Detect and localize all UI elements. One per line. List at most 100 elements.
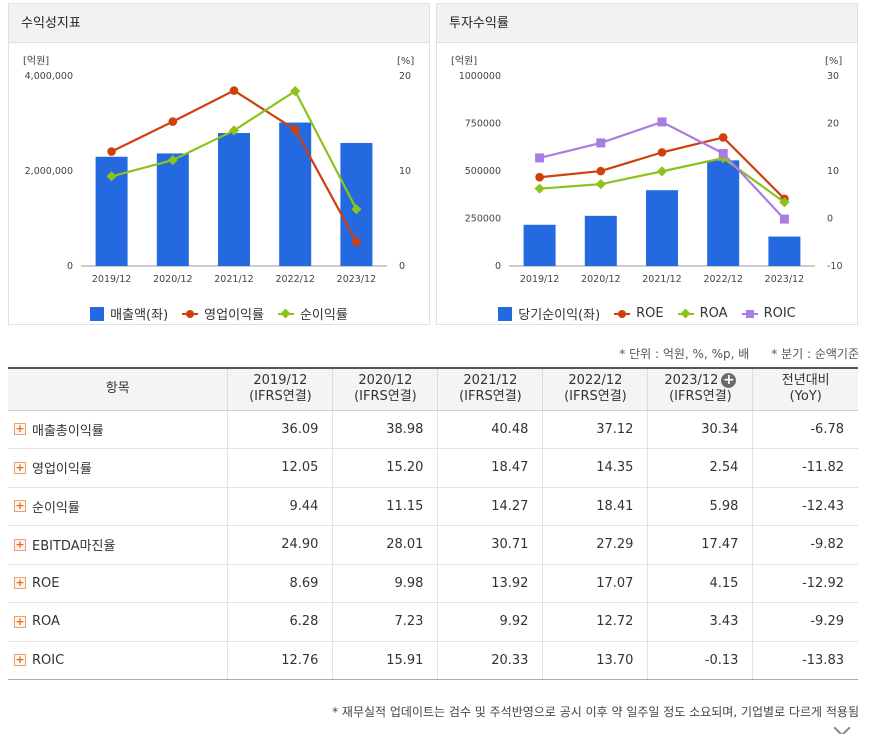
value-cell: 15.20 [332, 448, 438, 488]
value-cell: 8.69 [227, 564, 333, 603]
data-point [596, 166, 606, 176]
row-label: 매출총이익률 [32, 423, 104, 439]
value-cell: 18.41 [542, 487, 648, 526]
data-point [779, 214, 789, 224]
expand-columns-icon[interactable]: + [721, 372, 737, 389]
x-tick-label: 2020/12 [153, 274, 192, 285]
x-tick-label: 2021/12 [214, 274, 253, 285]
right-axis-unit: [%] [397, 56, 414, 67]
value-cell: 12.72 [542, 602, 648, 642]
legend-item-net-margin[interactable]: 순이익률 [277, 304, 348, 323]
data-point [657, 117, 667, 127]
data-point [535, 153, 545, 163]
chevron-down-icon[interactable] [833, 719, 851, 734]
yoy-cell: -9.82 [752, 525, 858, 565]
x-tick-label: 2023/12 [765, 274, 804, 285]
value-cell: 15.91 [332, 641, 438, 680]
data-point [535, 172, 544, 182]
value-cell: 36.09 [227, 410, 333, 449]
table-row: + 매출총이익률 36.09 38.98 40.48 37.12 30.34 -6.78 [8, 410, 858, 449]
x-tick-label: 2022/12 [703, 274, 742, 285]
legend-item-revenue[interactable]: 매출액(좌) [90, 304, 168, 323]
y-left-tick-label: 500000 [465, 166, 501, 177]
table-row: + EBITDA마진율 24.90 28.01 30.71 27.29 17.47 -9.82 [8, 525, 858, 565]
expand-row-icon[interactable]: + [14, 576, 26, 590]
left-axis-unit: [억원] [23, 55, 49, 67]
row-label: 영업이익률 [32, 462, 92, 478]
legend-item-roe[interactable]: ROE [614, 304, 664, 323]
expand-row-icon[interactable]: + [14, 614, 26, 628]
row-label-cell: + 순이익률 [8, 487, 228, 526]
data-point [656, 166, 668, 177]
expand-row-icon[interactable]: + [14, 422, 26, 436]
legend-bar-swatch [498, 306, 513, 321]
bar [279, 122, 312, 266]
table-row: + ROIC 12.76 15.91 20.33 13.70 -0.13 -13.83 [8, 641, 858, 680]
yoy-cell: -13.83 [752, 641, 858, 680]
value-cell: 5.98 [647, 487, 753, 526]
x-tick-label: 2020/12 [581, 274, 620, 285]
left-axis-unit: [억원] [451, 55, 477, 67]
value-cell: 12.05 [227, 448, 333, 488]
panel-title: 투자수익률 [437, 4, 857, 43]
bar [707, 160, 740, 266]
profitability-chart-panel: 수익성지표 [억원] [%] 0 2,000,000 4,000,000 0 10 20 201… [8, 3, 430, 325]
legend-item-operating-margin[interactable]: 영업이익률 [182, 304, 264, 323]
legend-line-swatch [741, 307, 758, 321]
x-tick-label: 2019/12 [92, 274, 131, 285]
value-cell: 9.92 [437, 602, 543, 642]
value-cell: 13.70 [542, 641, 648, 680]
value-cell: 38.98 [332, 410, 438, 449]
value-cell: 4.15 [647, 564, 753, 603]
expand-row-icon[interactable]: + [14, 460, 26, 474]
header-period: 2020/12 (IFRS연결) [332, 367, 438, 411]
row-label: ROE [32, 575, 60, 591]
data-point [167, 154, 178, 166]
value-cell: 30.34 [647, 410, 753, 449]
data-point [228, 125, 240, 136]
row-label-cell: + ROIC [8, 641, 228, 680]
chart-legend: 당기순이익(좌) ROE ROA ROIC [437, 304, 857, 323]
y-right-tick-label: 20 [827, 119, 839, 130]
expand-row-icon[interactable]: + [14, 537, 26, 551]
yoy-cell: -6.78 [752, 410, 858, 449]
header-yoy: 전년대비 (YoY) [752, 367, 858, 411]
yoy-cell: -12.92 [752, 564, 858, 603]
value-cell: 2.54 [647, 448, 753, 488]
data-point [168, 117, 178, 126]
return-on-investment-chart: [억원] [%] 0 250000 500000 750000 1000000 -10 0 10 2… [451, 55, 843, 285]
y-left-tick-label: 1000000 [459, 71, 501, 82]
row-label-cell: + ROA [8, 602, 228, 642]
row-label: 순이익률 [32, 500, 80, 516]
y-right-tick-label: 10 [827, 166, 839, 177]
data-point [107, 147, 116, 156]
header-period: 2021/12 (IFRS연결) [437, 367, 543, 411]
data-point [779, 197, 790, 208]
legend-item-roic[interactable]: ROIC [741, 304, 796, 323]
yoy-cell: -11.82 [752, 448, 858, 488]
unit-note: * 단위 : 억원, %, %p, 배 [619, 347, 750, 361]
value-cell: 13.92 [437, 564, 543, 603]
value-cell: 28.01 [332, 525, 438, 565]
data-point [718, 133, 728, 142]
legend-line-swatch [614, 307, 631, 321]
row-label-cell: + EBITDA마진율 [8, 525, 228, 565]
legend-item-roa[interactable]: ROA [677, 304, 728, 323]
bar [156, 153, 189, 266]
data-point [534, 183, 545, 194]
y-left-tick-label: 0 [67, 261, 73, 272]
legend-line-swatch [182, 307, 199, 321]
expand-row-icon[interactable]: + [14, 499, 26, 513]
legend-item-net-income[interactable]: 당기순이익(좌) [498, 304, 600, 323]
value-cell: 3.43 [647, 602, 753, 642]
table-row: + 영업이익률 12.05 15.20 18.47 14.35 2.54 -11.82 [8, 448, 858, 488]
legend-line-swatch [277, 307, 294, 321]
expand-row-icon[interactable]: + [14, 653, 26, 667]
value-cell: 7.23 [332, 602, 438, 642]
bar [768, 236, 801, 266]
y-left-tick-label: 4,000,000 [25, 71, 73, 82]
y-right-tick-label: 0 [827, 214, 833, 225]
legend-line-swatch [677, 307, 694, 321]
bar [523, 224, 556, 266]
value-cell: -0.13 [647, 641, 753, 680]
